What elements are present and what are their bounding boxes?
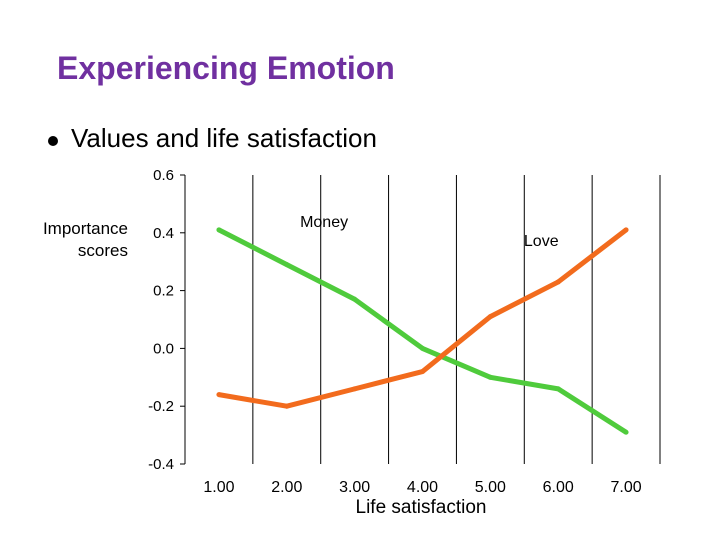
y-tick-label: 0.2 [153, 283, 174, 300]
y-axis-label: Importance scores [12, 218, 128, 262]
y-tick-label: 0.4 [153, 225, 174, 242]
data-point-money [420, 345, 425, 351]
data-point-money [352, 296, 358, 302]
data-point-money [487, 374, 493, 380]
y-axis-label-line-1: Importance [42, 219, 128, 238]
data-point-money [284, 262, 290, 268]
x-axis-label: Life satisfaction [355, 497, 487, 518]
series-label-love: Love [524, 233, 559, 250]
y-tick-label: -0.4 [148, 456, 174, 473]
data-point-love [284, 403, 290, 409]
bullet-dot-icon [48, 136, 58, 146]
x-tick-label: 6.00 [543, 479, 574, 496]
y-axis-label-line-2: scores [77, 241, 128, 260]
y-tick-label: 0.6 [153, 167, 174, 184]
slide-title: Experiencing Emotion [57, 50, 395, 86]
x-tick-label: 7.00 [611, 479, 642, 496]
data-point-love [555, 279, 561, 285]
x-tick-label: 2.00 [271, 479, 302, 496]
data-point-love [420, 369, 425, 375]
data-point-love [487, 314, 493, 320]
data-point-money [555, 386, 561, 392]
data-point-money [623, 429, 629, 435]
x-tick-label: 5.00 [475, 479, 506, 496]
data-point-love [216, 392, 222, 398]
x-tick-label: 3.00 [339, 479, 370, 496]
y-tick-label: -0.2 [148, 398, 174, 415]
x-tick-label: 4.00 [407, 479, 438, 496]
bullet-text: Values and life satisfaction [71, 123, 377, 153]
y-tick-label: 0.0 [153, 340, 174, 357]
x-tick-label: 1.00 [203, 479, 234, 496]
series-label-money: Money [300, 214, 348, 231]
series-line-love [218, 227, 628, 409]
data-point-love [352, 386, 358, 392]
data-point-love [623, 227, 629, 233]
series-line-money [217, 227, 628, 435]
data-point-money [216, 227, 222, 233]
